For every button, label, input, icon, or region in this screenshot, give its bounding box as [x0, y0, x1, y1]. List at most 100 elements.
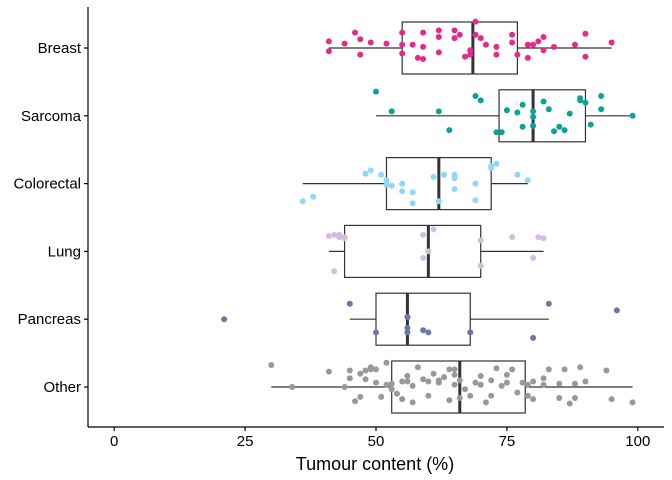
point-other-73	[608, 396, 615, 403]
point-sarcoma-9	[514, 109, 521, 116]
point-other-44	[472, 379, 479, 386]
point-breast-28	[482, 41, 489, 48]
point-other-40	[456, 377, 463, 384]
axes: Breast Sarcoma Colorectal Lung Pancreas Other…	[13, 7, 664, 450]
point-breast-36	[530, 41, 537, 48]
point-other-21	[399, 378, 406, 385]
point-pancreas-9	[467, 329, 474, 336]
point-sarcoma-26	[598, 106, 605, 113]
point-breast-23	[467, 51, 474, 58]
y-tick-label-lung: Lung	[48, 243, 81, 260]
y-tick-label-colorectal: Colorectal	[13, 176, 81, 193]
point-sarcoma-23	[582, 99, 589, 106]
point-breast-13	[420, 56, 427, 62]
point-colorectal-22	[493, 160, 500, 167]
point-other-6	[352, 398, 359, 405]
point-sarcoma-20	[566, 110, 573, 117]
point-breast-33	[514, 51, 521, 58]
box-group-pancreas	[221, 292, 620, 346]
point-other-63	[545, 366, 552, 373]
point-breast-21	[456, 31, 463, 38]
y-tick-label-breast: Breast	[38, 40, 82, 57]
point-colorectal-21	[488, 165, 495, 172]
point-other-43	[467, 392, 474, 399]
point-breast-17	[435, 34, 442, 40]
box-pancreas	[375, 292, 471, 346]
point-lung-8	[420, 231, 427, 238]
point-sarcoma-10	[519, 101, 526, 108]
point-pancreas-2	[373, 329, 379, 336]
point-other-65	[556, 395, 563, 401]
point-pancreas-3	[404, 329, 411, 336]
point-other-54	[509, 366, 516, 373]
point-pancreas-6	[404, 314, 411, 320]
point-breast-35	[524, 54, 531, 61]
plot-area	[221, 18, 636, 414]
point-sarcoma-14	[530, 122, 537, 129]
point-colorectal-0	[299, 198, 306, 205]
point-breast-5	[357, 51, 364, 58]
point-pancreas-8	[425, 329, 432, 336]
point-lung-16	[540, 235, 547, 242]
point-colorectal-14	[441, 171, 448, 178]
point-sarcoma-17	[551, 128, 558, 135]
point-lung-14	[530, 255, 537, 261]
point-other-3	[341, 384, 348, 390]
point-other-62	[540, 381, 547, 388]
point-colorectal-5	[383, 177, 390, 184]
point-other-53	[503, 379, 510, 386]
point-colorectal-7	[388, 182, 395, 189]
point-other-26	[409, 399, 416, 406]
point-other-46	[477, 381, 484, 388]
box-group-lung	[325, 224, 547, 278]
point-colorectal-6	[383, 181, 390, 188]
point-other-69	[571, 395, 578, 401]
point-breast-10	[399, 50, 406, 57]
point-other-34	[441, 374, 448, 381]
point-other-18	[388, 386, 395, 393]
point-lung-12	[477, 237, 484, 244]
point-pancreas-4	[404, 325, 411, 331]
point-other-59	[530, 378, 537, 385]
point-other-8	[357, 370, 364, 377]
point-colorectal-11	[409, 200, 416, 207]
point-sarcoma-5	[477, 97, 484, 104]
point-sarcoma-25	[598, 93, 605, 99]
point-other-47	[482, 399, 489, 406]
x-tick-label-75: 75	[499, 433, 516, 450]
point-lung-9	[425, 248, 432, 255]
point-pancreas-11	[545, 300, 552, 307]
point-breast-18	[435, 49, 442, 56]
point-other-67	[566, 400, 573, 407]
point-breast-22	[462, 53, 469, 60]
point-other-64	[556, 380, 563, 387]
point-other-45	[477, 373, 484, 379]
point-breast-19	[451, 35, 458, 42]
point-colorectal-24	[524, 177, 531, 184]
point-breast-7	[383, 40, 390, 47]
point-other-38	[451, 371, 458, 378]
x-tick-label-50: 50	[368, 433, 385, 450]
point-sarcoma-6	[493, 129, 500, 136]
point-colorectal-3	[367, 167, 374, 174]
point-other-15	[378, 393, 385, 400]
point-pancreas-1	[346, 300, 353, 307]
point-other-33	[435, 377, 442, 384]
point-colorectal-2	[362, 170, 369, 177]
point-other-22	[399, 396, 406, 403]
point-breast-37	[535, 38, 542, 45]
point-sarcoma-12	[530, 108, 537, 115]
point-other-50	[493, 365, 500, 372]
point-breast-29	[493, 43, 500, 50]
point-lung-6	[341, 235, 348, 242]
point-other-49	[488, 392, 495, 399]
point-other-9	[362, 376, 369, 383]
point-other-71	[582, 378, 589, 385]
point-other-1	[289, 384, 296, 390]
y-tick-label-sarcoma: Sarcoma	[21, 108, 82, 125]
point-breast-15	[420, 29, 427, 36]
point-breast-42	[582, 30, 589, 37]
point-breast-41	[571, 41, 578, 48]
y-tick-label-other: Other	[43, 379, 81, 396]
point-lung-2	[331, 268, 338, 275]
